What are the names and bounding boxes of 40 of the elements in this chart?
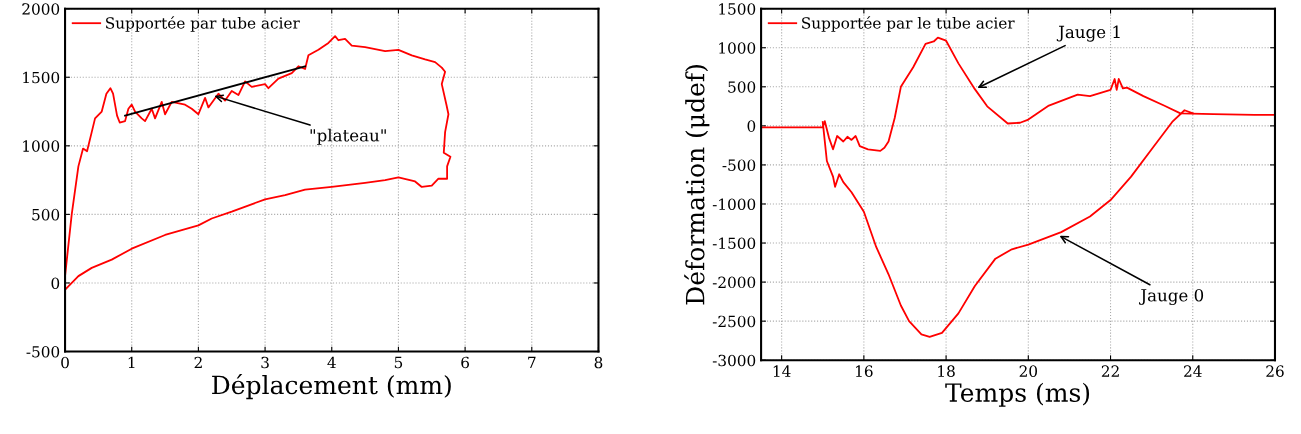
annotation: "plateau" (310, 128, 386, 145)
x-tick-label: 22 (1101, 365, 1119, 377)
x-axis-title: Temps (ms) (945, 382, 1090, 407)
annotation: Jauge 1 (1056, 25, 1120, 42)
x-tick-label: 0 (61, 356, 69, 369)
y-tick-label: -500 (722, 159, 756, 171)
x-tick-label: 1 (128, 356, 135, 369)
y-tick-label: 500 (32, 208, 60, 221)
annotation: Jauge 0 (1139, 288, 1204, 306)
y-tick-label: -1000 (712, 198, 756, 210)
y-tick-label: 1500 (23, 71, 60, 84)
x-tick-label: 18 (938, 365, 955, 377)
x-axis-title: Déplacement (mm) (212, 373, 451, 400)
y-tick-label: 0 (747, 120, 756, 132)
x-tick-label: 14 (773, 365, 791, 377)
x-tick-label: 5 (394, 356, 403, 369)
x-tick-label: 3 (261, 356, 269, 369)
y-tick-label: 500 (728, 81, 756, 93)
x-tick-label: 7 (528, 356, 536, 369)
x-tick-label: 16 (856, 365, 873, 377)
x-tick-label: 4 (327, 356, 336, 369)
x-tick-label: 24 (1184, 365, 1202, 377)
x-tick-label: 2 (194, 356, 202, 369)
x-tick-label: 26 (1266, 365, 1284, 377)
y-tick-label: -1500 (712, 237, 756, 250)
y-tick-label: 1000 (23, 140, 60, 152)
y-axis-title: Déformation (μdef) (684, 65, 710, 305)
y-tick-label: 1000 (719, 42, 756, 54)
y-tick-label: -3000 (712, 354, 756, 367)
y-tick-label: 1500 (719, 3, 756, 15)
legend-label: Supportée par tube acier (106, 16, 300, 32)
x-tick-label: 8 (594, 356, 603, 369)
y-tick-label: 2000 (22, 3, 60, 15)
x-tick-label: 20 (1019, 365, 1038, 377)
y-tick-label: -2000 (712, 276, 756, 289)
y-tick-label: -2500 (712, 315, 756, 328)
y-tick-label: -500 (26, 346, 60, 358)
legend-label: Supportée par le tube acier (802, 16, 1015, 32)
y-tick-label: 0 (51, 277, 60, 289)
x-tick-label: 6 (461, 356, 470, 369)
